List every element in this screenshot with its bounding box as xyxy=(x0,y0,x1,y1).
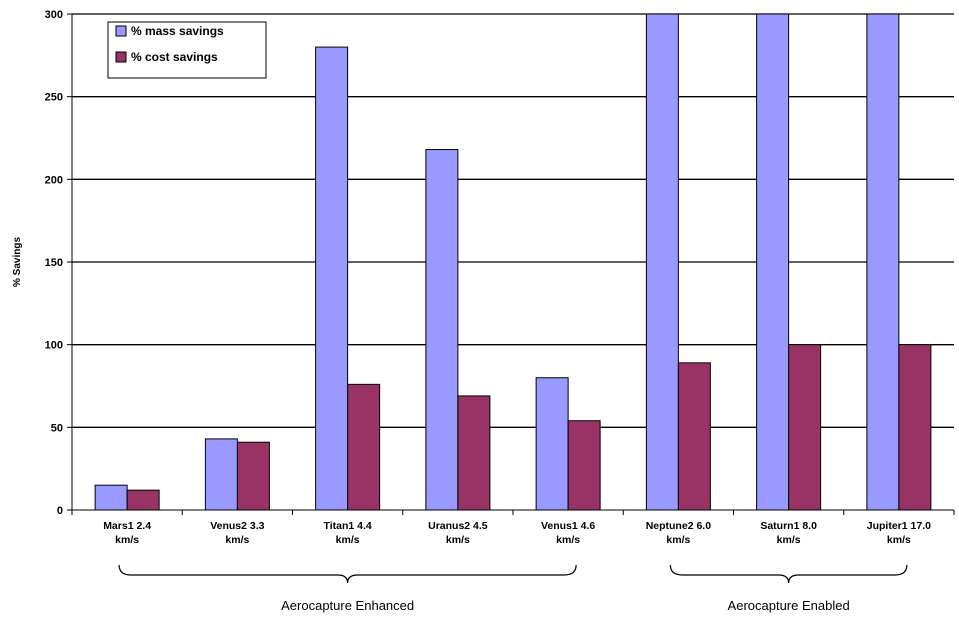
mass-savings-bar xyxy=(94,484,128,511)
mass-savings-bar xyxy=(204,438,238,511)
legend-label: % mass savings xyxy=(131,24,224,38)
y-tick-label: 250 xyxy=(45,92,63,104)
legend-label: % cost savings xyxy=(131,50,218,64)
x-tick-label: km/s xyxy=(446,534,470,546)
x-tick-label: Mars1 2.4 xyxy=(103,520,151,532)
mass-savings-bar xyxy=(756,13,790,511)
mass-savings-bar xyxy=(315,46,349,511)
cost-savings-bar xyxy=(126,489,160,511)
group-label: Aerocapture Enhanced xyxy=(281,598,414,613)
legend-swatch xyxy=(115,51,127,63)
x-tick-label: Saturn1 8.0 xyxy=(760,520,817,532)
x-tick-label: km/s xyxy=(225,534,249,546)
x-tick-label: Venus2 3.3 xyxy=(210,520,264,532)
y-tick-label: 50 xyxy=(51,422,63,434)
x-tick-label: Titan1 4.4 xyxy=(324,520,372,532)
x-tick-label: Neptune2 6.0 xyxy=(646,520,712,532)
y-tick-label: 200 xyxy=(45,174,63,186)
group-brace xyxy=(669,564,908,584)
group-brace xyxy=(118,564,577,584)
x-tick-label: km/s xyxy=(336,534,360,546)
mass-savings-bar xyxy=(645,13,679,511)
x-tick-label: Uranus2 4.5 xyxy=(428,520,488,532)
x-tick-label: km/s xyxy=(115,534,139,546)
x-tick-label: km/s xyxy=(777,534,801,546)
cost-savings-bar xyxy=(788,344,822,511)
legend-swatch xyxy=(115,25,127,37)
x-tick-label: Jupiter1 17.0 xyxy=(867,520,931,532)
bars xyxy=(94,13,932,511)
y-tick-label: 150 xyxy=(45,257,63,269)
y-tick-label: 300 xyxy=(45,9,63,21)
x-tick-label: km/s xyxy=(666,534,690,546)
y-tick-label: 100 xyxy=(45,340,63,352)
legend-box xyxy=(107,21,267,79)
cost-savings-bar xyxy=(347,383,381,511)
x-tick-label: Venus1 4.6 xyxy=(541,520,595,532)
mass-savings-bar xyxy=(425,149,459,511)
y-axis-label: % Savings xyxy=(12,237,23,287)
cost-savings-bar xyxy=(236,441,270,511)
group-label: Aerocapture Enabled xyxy=(728,598,850,613)
mass-savings-bar xyxy=(866,13,900,511)
cost-savings-bar xyxy=(677,362,711,511)
x-tick-label: km/s xyxy=(556,534,580,546)
mass-savings-bar xyxy=(535,377,569,511)
cost-savings-bar xyxy=(567,420,601,511)
legend: % mass savings % cost savings xyxy=(107,21,267,79)
labels: 0 50 100 150 200 250 300 % Savings Mars1 2.4 km/s… xyxy=(12,9,931,613)
cost-savings-bar xyxy=(898,344,932,511)
y-tick-label: 0 xyxy=(57,505,63,517)
axes xyxy=(67,13,955,584)
cost-savings-bar xyxy=(457,395,491,511)
x-tick-label: km/s xyxy=(887,534,911,546)
